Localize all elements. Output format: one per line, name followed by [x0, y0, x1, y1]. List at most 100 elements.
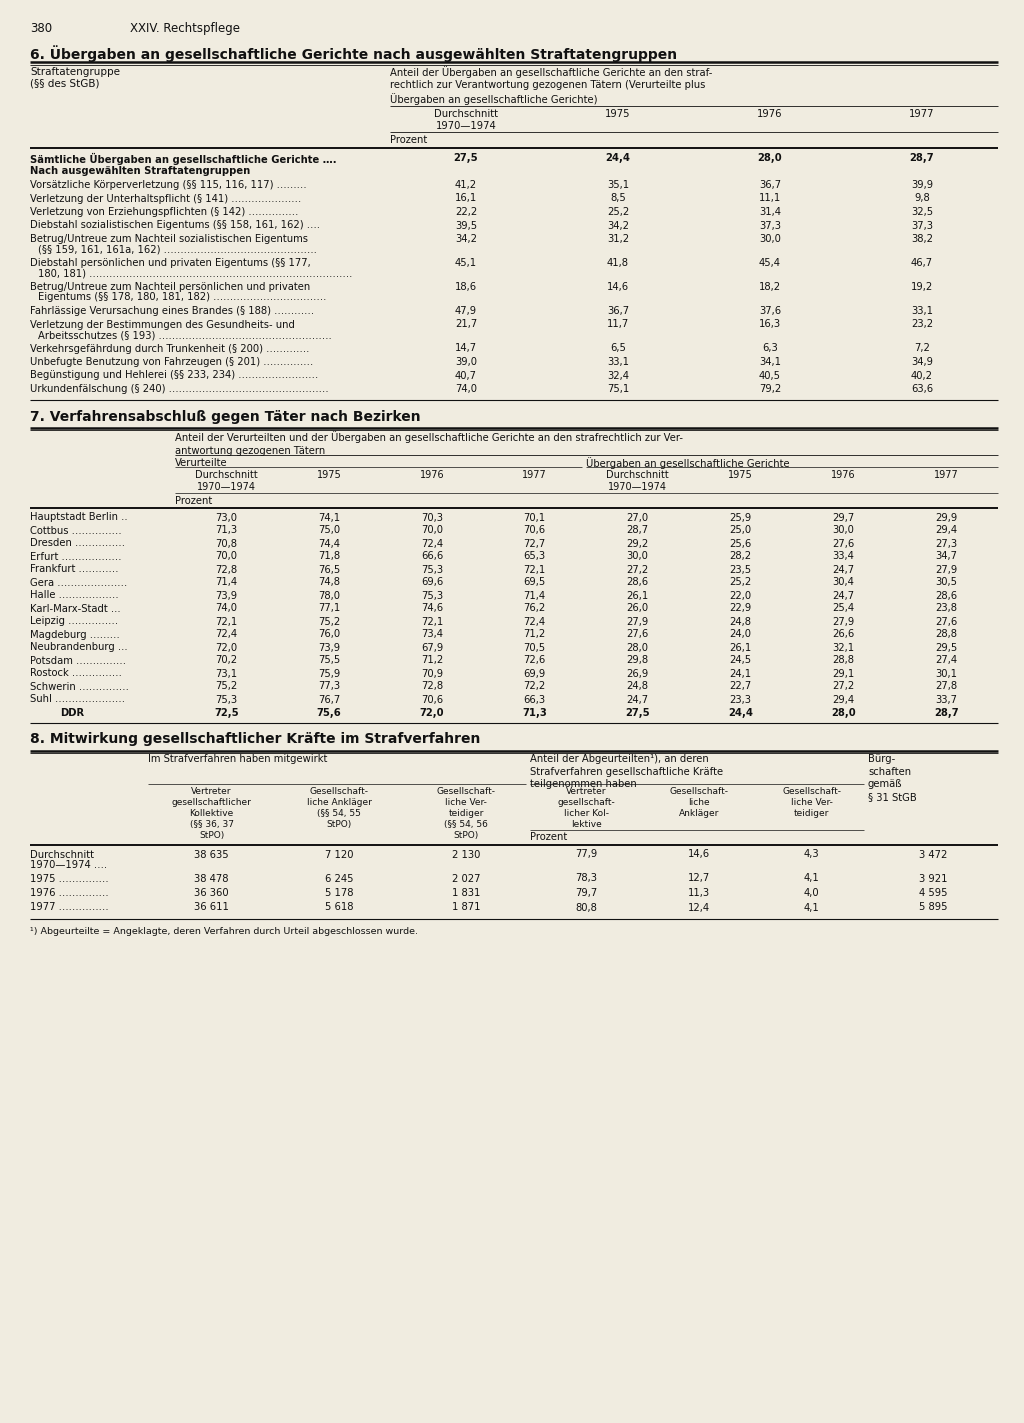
Text: 34,1: 34,1 [759, 357, 781, 367]
Text: 78,0: 78,0 [318, 591, 340, 601]
Text: Magdeburg ………: Magdeburg ……… [30, 629, 120, 639]
Text: 18,6: 18,6 [455, 282, 477, 292]
Text: 5 178: 5 178 [325, 888, 353, 898]
Text: 16,1: 16,1 [455, 194, 477, 203]
Text: Dresden ……………: Dresden …………… [30, 538, 125, 548]
Text: 1975: 1975 [605, 110, 631, 120]
Text: 69,6: 69,6 [421, 578, 443, 588]
Text: Halle ………………: Halle ……………… [30, 591, 119, 601]
Text: 18,2: 18,2 [759, 282, 781, 292]
Text: 1 871: 1 871 [452, 902, 480, 912]
Text: 25,2: 25,2 [607, 206, 629, 216]
Text: Neubrandenburg ...: Neubrandenburg ... [30, 643, 128, 653]
Text: Suhl …………………: Suhl ………………… [30, 694, 125, 704]
Text: 26,1: 26,1 [627, 591, 648, 601]
Text: 72,4: 72,4 [215, 629, 238, 639]
Text: Anteil der Übergaben an gesellschaftliche Gerichte an den straf-
rechtlich zur V: Anteil der Übergaben an gesellschaftlich… [390, 65, 713, 105]
Text: 24,1: 24,1 [729, 669, 752, 679]
Text: 72,6: 72,6 [523, 656, 546, 666]
Text: 35,1: 35,1 [607, 179, 629, 191]
Text: Vorsätzliche Körperverletzung (§§ 115, 116, 117) ………: Vorsätzliche Körperverletzung (§§ 115, 1… [30, 179, 306, 191]
Text: 1975: 1975 [316, 470, 341, 480]
Text: 16,3: 16,3 [759, 320, 781, 330]
Text: 1976: 1976 [831, 470, 856, 480]
Text: 76,0: 76,0 [318, 629, 340, 639]
Text: Erfurt ………………: Erfurt ……………… [30, 552, 122, 562]
Text: 75,3: 75,3 [421, 591, 443, 601]
Text: Verletzung der Unterhaltspflicht (§ 141) …………………: Verletzung der Unterhaltspflicht (§ 141)… [30, 194, 301, 203]
Text: 36,7: 36,7 [607, 306, 629, 316]
Text: 23,8: 23,8 [936, 603, 957, 613]
Text: 7. Verfahrensabschluß gegen Täter nach Bezirken: 7. Verfahrensabschluß gegen Täter nach B… [30, 410, 421, 424]
Text: 72,8: 72,8 [215, 565, 238, 575]
Text: 71,2: 71,2 [523, 629, 546, 639]
Text: 39,9: 39,9 [911, 179, 933, 191]
Text: 31,4: 31,4 [759, 206, 781, 216]
Text: 75,3: 75,3 [421, 565, 443, 575]
Text: 71,8: 71,8 [318, 552, 340, 562]
Text: Rostock ……………: Rostock …………… [30, 669, 122, 679]
Text: 39,0: 39,0 [455, 357, 477, 367]
Text: 28,0: 28,0 [627, 643, 648, 653]
Text: 1 831: 1 831 [453, 888, 480, 898]
Text: 6. Übergaben an gesellschaftliche Gerichte nach ausgewählten Straftatengruppen: 6. Übergaben an gesellschaftliche Gerich… [30, 46, 677, 61]
Text: 24,8: 24,8 [729, 616, 752, 626]
Text: 27,9: 27,9 [627, 616, 648, 626]
Text: 22,0: 22,0 [729, 591, 752, 601]
Text: 1970—1974 ….: 1970—1974 …. [30, 859, 108, 869]
Text: 28,6: 28,6 [936, 591, 957, 601]
Text: 27,9: 27,9 [833, 616, 855, 626]
Text: 76,2: 76,2 [523, 603, 546, 613]
Text: 23,3: 23,3 [729, 694, 752, 704]
Text: 27,5: 27,5 [626, 707, 650, 717]
Text: 180, 181) …………………………………………………………………….: 180, 181) ……………………………………………………………………. [38, 269, 352, 279]
Text: 28,0: 28,0 [831, 707, 856, 717]
Text: 8,5: 8,5 [610, 194, 626, 203]
Text: Fahrlässige Verursachung eines Brandes (§ 188) …………: Fahrlässige Verursachung eines Brandes (… [30, 306, 314, 316]
Text: 5 895: 5 895 [919, 902, 947, 912]
Text: 4 595: 4 595 [919, 888, 947, 898]
Text: 4,3: 4,3 [804, 850, 819, 859]
Text: 70,6: 70,6 [421, 694, 443, 704]
Text: Anteil der Verurteilten und der Übergaben an gesellschaftliche Gerichte an den s: Anteil der Verurteilten und der Übergabe… [175, 431, 683, 455]
Text: 33,1: 33,1 [911, 306, 933, 316]
Text: 66,6: 66,6 [421, 552, 443, 562]
Text: 34,2: 34,2 [607, 221, 629, 231]
Text: 6,5: 6,5 [610, 343, 626, 353]
Text: 75,2: 75,2 [318, 616, 340, 626]
Text: 72,8: 72,8 [421, 682, 443, 692]
Text: 1977: 1977 [522, 470, 547, 480]
Text: 30,0: 30,0 [759, 233, 781, 243]
Text: 74,0: 74,0 [215, 603, 238, 613]
Text: 24,4: 24,4 [605, 154, 631, 164]
Text: 45,4: 45,4 [759, 258, 781, 268]
Text: 45,1: 45,1 [455, 258, 477, 268]
Text: 25,0: 25,0 [729, 525, 752, 535]
Text: 25,9: 25,9 [729, 512, 752, 522]
Text: 38 478: 38 478 [195, 874, 229, 884]
Text: 27,6: 27,6 [935, 616, 957, 626]
Text: 7 120: 7 120 [325, 850, 353, 859]
Text: 21,7: 21,7 [455, 320, 477, 330]
Text: ¹) Abgeurteilte = Angeklagte, deren Verfahren durch Urteil abgeschlossen wurde.: ¹) Abgeurteilte = Angeklagte, deren Verf… [30, 926, 418, 936]
Text: Schwerin ……………: Schwerin …………… [30, 682, 129, 692]
Text: 72,0: 72,0 [215, 643, 238, 653]
Text: 80,8: 80,8 [575, 902, 597, 912]
Text: 77,3: 77,3 [318, 682, 340, 692]
Text: 74,0: 74,0 [455, 384, 477, 394]
Text: 23,2: 23,2 [911, 320, 933, 330]
Text: 31,2: 31,2 [607, 233, 629, 243]
Text: Anteil der Abgeurteilten¹), an deren
Strafverfahren gesellschaftliche Kräfte
tei: Anteil der Abgeurteilten¹), an deren Str… [530, 754, 723, 790]
Text: 380: 380 [30, 21, 52, 36]
Text: Frankfurt …………: Frankfurt ………… [30, 565, 119, 575]
Text: 24,7: 24,7 [627, 694, 648, 704]
Text: 38 635: 38 635 [195, 850, 229, 859]
Text: XXIV. Rechtspflege: XXIV. Rechtspflege [130, 21, 240, 36]
Text: 34,2: 34,2 [455, 233, 477, 243]
Text: 75,0: 75,0 [318, 525, 340, 535]
Text: 70,9: 70,9 [421, 669, 443, 679]
Text: 22,2: 22,2 [455, 206, 477, 216]
Text: 27,9: 27,9 [935, 565, 957, 575]
Text: Verletzung der Bestimmungen des Gesundheits- und: Verletzung der Bestimmungen des Gesundhe… [30, 320, 295, 330]
Text: 28,6: 28,6 [627, 578, 648, 588]
